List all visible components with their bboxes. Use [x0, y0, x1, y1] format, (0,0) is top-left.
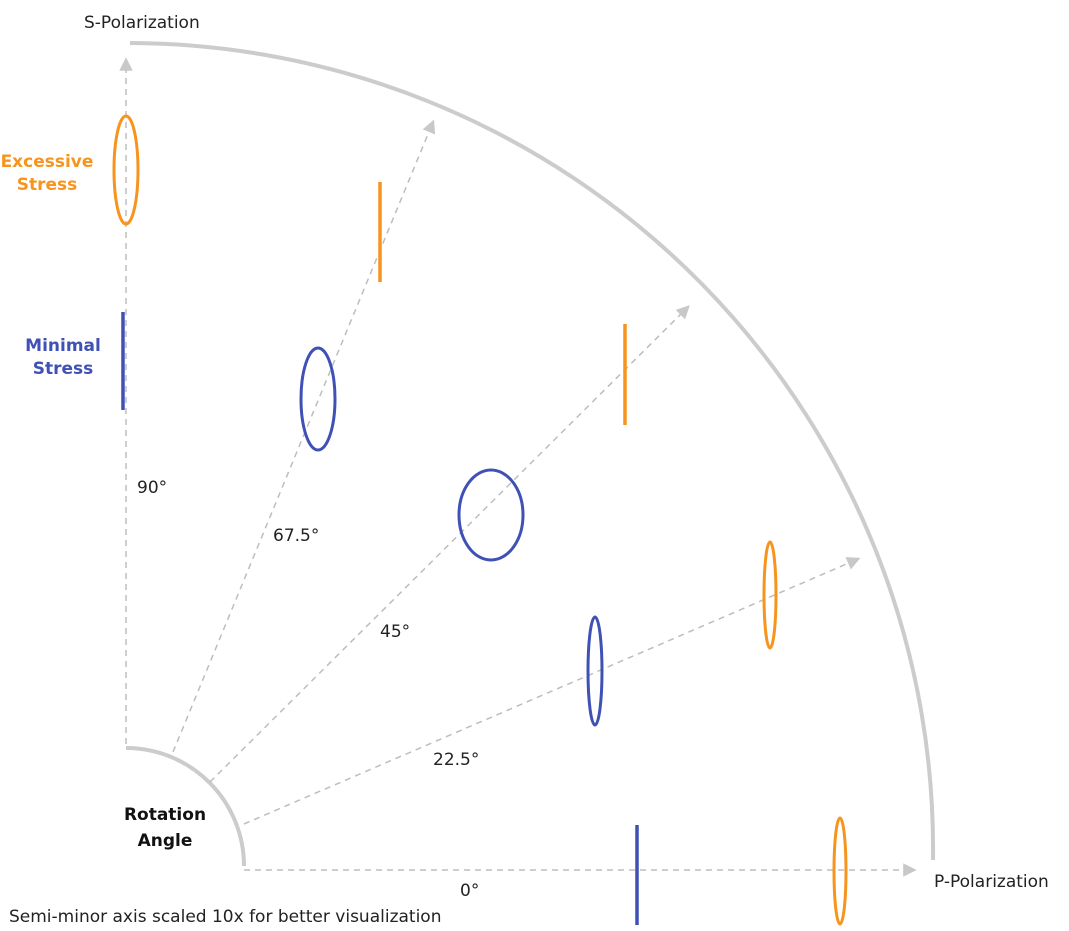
angle-label-67: 67.5°	[273, 526, 319, 546]
rotation-angle-label-line1: Rotation	[124, 805, 206, 825]
ray-67	[172, 119, 436, 753]
minimal-stress-label-line2: Stress	[33, 359, 94, 379]
angle-label-0: 0°	[460, 881, 479, 901]
ray-45	[209, 305, 690, 783]
excessive-stress-ellipse-22	[762, 540, 778, 650]
minimal-stress-circle-45	[457, 468, 525, 562]
footnote: Semi-minor axis scaled 10x for better vi…	[9, 907, 441, 927]
minimal-stress-ellipse-22	[586, 615, 604, 727]
s-polarization-label: S-Polarization	[84, 13, 200, 33]
outer-arc	[129, 41, 936, 861]
minimal-stress-ellipse-67	[299, 346, 337, 452]
angle-label-45: 45°	[380, 622, 410, 642]
ray-22	[243, 557, 861, 825]
excessive-stress-label-line1: Excessive	[1, 152, 94, 172]
minimal-stress-label-line1: Minimal	[25, 336, 101, 356]
angle-label-90: 90°	[137, 478, 167, 498]
rotation-arc	[125, 746, 246, 867]
excessive-stress-ellipse-90	[112, 114, 140, 226]
excessive-stress-label-line2: Stress	[17, 175, 78, 195]
angle-label-22: 22.5°	[433, 750, 479, 770]
p-polarization-label: P-Polarization	[934, 872, 1049, 892]
rotation-angle-label-line2: Angle	[138, 831, 193, 851]
excessive-stress-ellipse-0	[832, 816, 848, 926]
